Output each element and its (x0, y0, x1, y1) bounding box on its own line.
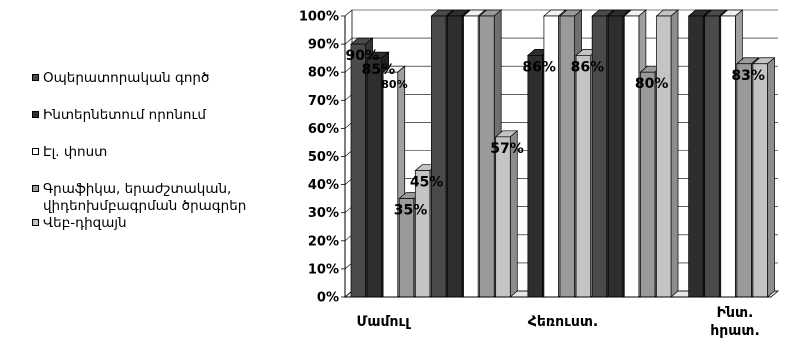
bar-front-face (495, 136, 511, 298)
legend-label: Էլ. փոստ (43, 144, 108, 160)
legend-swatch-icon (32, 74, 39, 81)
bar-data-label: 45% (410, 175, 444, 191)
bar-front-face (527, 54, 543, 298)
x-category-label: Մամուլ (356, 314, 411, 330)
bar-front-face (591, 15, 608, 298)
y-tick-label: 80% (308, 66, 339, 81)
axes (344, 16, 771, 298)
x-category-label: Ինտ. հրատ. (710, 305, 760, 339)
y-tick-label: 70% (308, 94, 339, 109)
bar-front-face (447, 15, 463, 298)
bar-data-label: 57% (490, 141, 524, 157)
bar-front-face (575, 54, 592, 298)
bar-front-face (720, 15, 736, 298)
bar-data-label: 90% (346, 48, 380, 64)
bar (751, 57, 776, 298)
chart-legend: Օպերատորական գործ Ինտերնետում որոնում Էլ… (32, 70, 272, 232)
bar-front-face (350, 43, 366, 298)
y-tick-label: 10% (308, 262, 339, 277)
legend-label: Վեբ-դիզայն (43, 215, 127, 231)
y-tick-label: 50% (308, 150, 339, 165)
legend-swatch-icon (32, 111, 39, 118)
bar-data-label: 80% (381, 78, 407, 91)
bar (382, 65, 406, 298)
y-tick-label: 60% (308, 122, 339, 137)
legend-swatch-icon (32, 219, 39, 226)
bars (350, 9, 776, 298)
legend-item-graphics: Գրաֆիկա, երաժշտական, վիդեոխմբագրման ծրագ… (32, 181, 272, 215)
gridline-depth (344, 37, 353, 45)
y-tick-label: 100% (299, 10, 339, 25)
y-tick-label: 40% (308, 178, 339, 193)
bar (494, 130, 519, 298)
bar-side-face (670, 9, 679, 298)
bar-front-face (463, 15, 479, 298)
bar-front-face (559, 15, 575, 298)
y-axis-ticks: 0% 10% 20% 30% 40% 50% 60% 70% 80% 90% 100% (299, 10, 345, 306)
y-tick-label: 20% (308, 234, 339, 249)
y-tick-label: 90% (308, 38, 339, 53)
bar-data-label: 80% (635, 76, 669, 92)
bar-front-face (431, 15, 447, 298)
bar-data-label: 35% (394, 203, 428, 219)
legend-swatch-icon (32, 185, 39, 192)
gridline-depth (344, 9, 353, 17)
bar-front-face (752, 63, 768, 298)
legend-label: Օպերատորական գործ (43, 70, 210, 86)
bar-front-face (736, 63, 752, 298)
bar-data-label: 86% (522, 59, 556, 75)
data-labels: 90%85%80%35%45%57%86% 86%80%83% (346, 48, 765, 219)
bar-front-face (704, 15, 720, 298)
bar (655, 9, 679, 298)
bar-front-face (623, 15, 640, 298)
legend-item-internet-search: Ինտերնետում որոնում (32, 107, 272, 124)
x-category-label: Հեռուստ. (528, 314, 599, 330)
legend-item-web-design: Վեբ-դիզայն (32, 215, 272, 232)
bar-front-face (382, 71, 399, 298)
bar-front-face (688, 15, 704, 298)
legend-swatch-icon (32, 148, 39, 155)
bar-front-face (656, 15, 672, 298)
bar-data-label: 85% (362, 62, 396, 78)
bar-data-label: 86% (571, 59, 605, 75)
legend-item-operator: Օպերատորական գործ (32, 70, 272, 87)
bar-front-face (640, 71, 656, 298)
y-tick-label: 30% (308, 206, 339, 221)
category-labels: Մամուլ Հեռուստ. Ինտ. հրատ. (356, 305, 759, 339)
legend-label: Ինտերնետում որոնում (43, 107, 206, 123)
bar-front-face (607, 15, 624, 298)
legend-item-email: Էլ. փոստ (32, 144, 272, 161)
bar-side-face (767, 57, 775, 298)
bar-data-label: 83% (731, 68, 765, 84)
y-tick-label: 0% (317, 291, 339, 306)
bar-front-face (366, 57, 383, 298)
legend-label: Գրաֆիկա, երաժշտական, վիդեոխմբագրման ծրագ… (43, 181, 247, 214)
bar-front-face (543, 15, 559, 298)
